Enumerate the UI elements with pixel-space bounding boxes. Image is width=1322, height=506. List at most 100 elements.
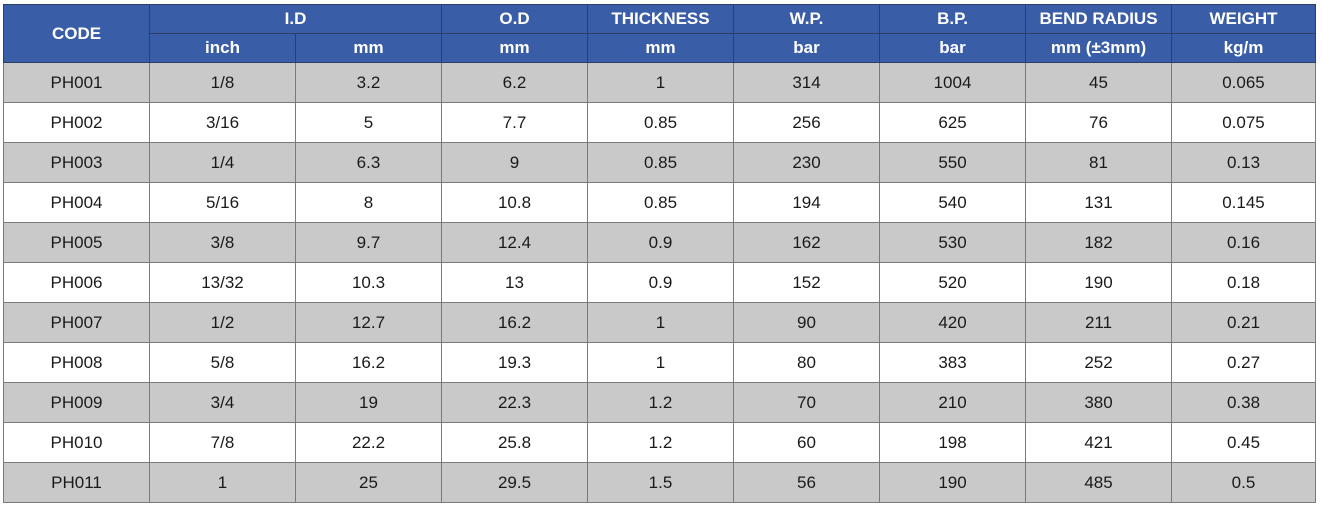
table-row: PH005 3/8 9.7 12.4 0.9 162 530 182 0.16 — [3, 222, 1316, 263]
unit-thickness-mm: mm — [587, 33, 734, 63]
cell-bend-radius-mm: 131 — [1025, 182, 1172, 223]
cell-bp-bar: 520 — [879, 262, 1026, 303]
header-code: CODE — [3, 4, 150, 63]
unit-id-inch: inch — [149, 33, 296, 63]
cell-od-mm: 6.2 — [441, 62, 588, 103]
unit-id-mm: mm — [295, 33, 442, 63]
cell-wp-bar: 56 — [733, 462, 880, 503]
unit-od-mm: mm — [441, 33, 588, 63]
cell-wp-bar: 152 — [733, 262, 880, 303]
table-row: PH008 5/8 16.2 19.3 1 80 383 252 0.27 — [3, 342, 1316, 383]
cell-bp-bar: 420 — [879, 302, 1026, 343]
cell-bend-radius-mm: 380 — [1025, 382, 1172, 423]
cell-id-mm: 5 — [295, 102, 442, 143]
cell-id-inch: 5/16 — [149, 182, 296, 223]
cell-id-mm: 6.3 — [295, 142, 442, 183]
cell-od-mm: 12.4 — [441, 222, 588, 263]
cell-bp-bar: 1004 — [879, 62, 1026, 103]
cell-id-mm: 3.2 — [295, 62, 442, 103]
cell-wp-bar: 314 — [733, 62, 880, 103]
cell-thickness-mm: 1 — [587, 342, 734, 383]
cell-od-mm: 25.8 — [441, 422, 588, 463]
cell-thickness-mm: 1.5 — [587, 462, 734, 503]
cell-bend-radius-mm: 190 — [1025, 262, 1172, 303]
cell-id-mm: 8 — [295, 182, 442, 223]
cell-weight-kgm: 0.21 — [1171, 302, 1316, 343]
table-row: PH004 5/16 8 10.8 0.85 194 540 131 0.145 — [3, 182, 1316, 223]
cell-weight-kgm: 0.5 — [1171, 462, 1316, 503]
cell-od-mm: 13 — [441, 262, 588, 303]
cell-id-inch: 5/8 — [149, 342, 296, 383]
cell-od-mm: 9 — [441, 142, 588, 183]
cell-od-mm: 16.2 — [441, 302, 588, 343]
cell-id-mm: 25 — [295, 462, 442, 503]
header-working-pressure: W.P. — [733, 4, 880, 34]
cell-id-mm: 10.3 — [295, 262, 442, 303]
cell-bp-bar: 190 — [879, 462, 1026, 503]
cell-id-inch: 7/8 — [149, 422, 296, 463]
cell-id-inch: 3/4 — [149, 382, 296, 423]
cell-id-inch: 1 — [149, 462, 296, 503]
cell-code: PH007 — [3, 302, 150, 343]
cell-weight-kgm: 0.38 — [1171, 382, 1316, 423]
hose-spec-table: CODE I.D O.D THICKNESS W.P. B.P. BEND RA… — [3, 4, 1316, 503]
cell-weight-kgm: 0.27 — [1171, 342, 1316, 383]
table-row: PH001 1/8 3.2 6.2 1 314 1004 45 0.065 — [3, 62, 1316, 103]
cell-code: PH006 — [3, 262, 150, 303]
cell-id-inch: 1/4 — [149, 142, 296, 183]
cell-weight-kgm: 0.065 — [1171, 62, 1316, 103]
table-row: PH003 1/4 6.3 9 0.85 230 550 81 0.13 — [3, 142, 1316, 183]
cell-bend-radius-mm: 485 — [1025, 462, 1172, 503]
cell-od-mm: 22.3 — [441, 382, 588, 423]
cell-code: PH010 — [3, 422, 150, 463]
cell-weight-kgm: 0.075 — [1171, 102, 1316, 143]
header-thickness: THICKNESS — [587, 4, 734, 34]
cell-id-inch: 3/16 — [149, 102, 296, 143]
cell-od-mm: 10.8 — [441, 182, 588, 223]
cell-bp-bar: 210 — [879, 382, 1026, 423]
cell-code: PH005 — [3, 222, 150, 263]
cell-thickness-mm: 1 — [587, 302, 734, 343]
cell-od-mm: 7.7 — [441, 102, 588, 143]
cell-code: PH002 — [3, 102, 150, 143]
table-row: PH009 3/4 19 22.3 1.2 70 210 380 0.38 — [3, 382, 1316, 423]
header-bend-radius: BEND RADIUS — [1025, 4, 1172, 34]
cell-bp-bar: 540 — [879, 182, 1026, 223]
header-outer-diameter: O.D — [441, 4, 588, 34]
cell-weight-kgm: 0.16 — [1171, 222, 1316, 263]
cell-code: PH003 — [3, 142, 150, 183]
cell-thickness-mm: 1.2 — [587, 422, 734, 463]
cell-id-inch: 3/8 — [149, 222, 296, 263]
table-row: PH010 7/8 22.2 25.8 1.2 60 198 421 0.45 — [3, 422, 1316, 463]
cell-wp-bar: 230 — [733, 142, 880, 183]
header-row-units: inch mm mm mm bar bar mm (±3mm) kg/m — [4, 33, 1316, 63]
table-row: PH011 1 25 29.5 1.5 56 190 485 0.5 — [3, 462, 1316, 503]
cell-wp-bar: 194 — [733, 182, 880, 223]
cell-wp-bar: 90 — [733, 302, 880, 343]
cell-thickness-mm: 1.2 — [587, 382, 734, 423]
table-row: PH006 13/32 10.3 13 0.9 152 520 190 0.18 — [3, 262, 1316, 303]
table-row: PH002 3/16 5 7.7 0.85 256 625 76 0.075 — [3, 102, 1316, 143]
cell-id-inch: 13/32 — [149, 262, 296, 303]
cell-thickness-mm: 0.85 — [587, 102, 734, 143]
cell-weight-kgm: 0.45 — [1171, 422, 1316, 463]
cell-bp-bar: 198 — [879, 422, 1026, 463]
cell-code: PH009 — [3, 382, 150, 423]
cell-id-inch: 1/8 — [149, 62, 296, 103]
cell-id-mm: 22.2 — [295, 422, 442, 463]
cell-code: PH001 — [3, 62, 150, 103]
cell-bend-radius-mm: 182 — [1025, 222, 1172, 263]
cell-bp-bar: 383 — [879, 342, 1026, 383]
cell-id-mm: 12.7 — [295, 302, 442, 343]
cell-wp-bar: 256 — [733, 102, 880, 143]
cell-bp-bar: 550 — [879, 142, 1026, 183]
cell-id-mm: 16.2 — [295, 342, 442, 383]
unit-bp-bar: bar — [879, 33, 1026, 63]
cell-id-mm: 19 — [295, 382, 442, 423]
cell-bend-radius-mm: 76 — [1025, 102, 1172, 143]
cell-thickness-mm: 0.9 — [587, 262, 734, 303]
cell-bp-bar: 530 — [879, 222, 1026, 263]
cell-bend-radius-mm: 421 — [1025, 422, 1172, 463]
cell-thickness-mm: 0.85 — [587, 182, 734, 223]
cell-bp-bar: 625 — [879, 102, 1026, 143]
